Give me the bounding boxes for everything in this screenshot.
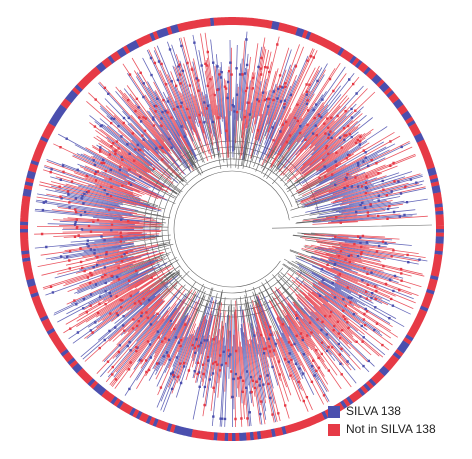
- legend-label: Not in SILVA 138: [346, 422, 436, 436]
- inner-branches: [117, 110, 432, 343]
- branches: [34, 32, 428, 428]
- legend-swatch: [328, 406, 340, 418]
- legend-label: SILVA 138: [346, 404, 401, 418]
- leaf-dots: [40, 43, 409, 421]
- legend-swatch: [328, 424, 340, 436]
- legend: SILVA 138 Not in SILVA 138: [328, 404, 436, 436]
- phylogenetic-tree: [34, 31, 432, 428]
